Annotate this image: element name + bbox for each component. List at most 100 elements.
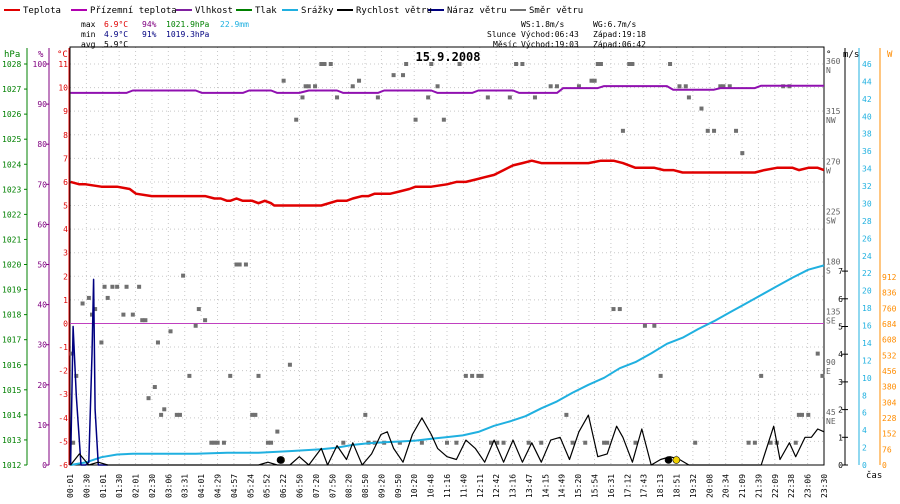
time-tick-label: 11:16: [443, 474, 452, 498]
wind-direction-point: [617, 307, 622, 312]
humidity-unit-label: %: [38, 50, 44, 60]
direction-tick-label: 315: [826, 107, 841, 116]
wind-direction-point: [746, 440, 751, 445]
sun-set: Západ:19:18: [593, 30, 646, 39]
time-tick-label: 13:47: [525, 474, 534, 498]
time-tick-label: 21:09: [738, 474, 747, 498]
wind-direction-point: [174, 412, 179, 417]
w-unit-label: W: [887, 50, 893, 60]
direction-tick-compass: N: [826, 66, 831, 75]
wind-direction-point: [237, 262, 242, 267]
wind-direction-point: [99, 340, 104, 345]
temp-tick-label: -6: [58, 461, 68, 470]
mm-tick-label: 38: [862, 130, 872, 139]
grid: [69, 47, 825, 466]
direction-tick-label: 135: [826, 308, 841, 317]
direction-tick-compass: E: [826, 367, 831, 376]
mm-tick-label: 20: [862, 287, 872, 296]
ms-tick-label: 2: [838, 406, 843, 415]
stats-max-temp: 6.9°C: [104, 20, 128, 29]
wind-direction-point: [375, 95, 380, 100]
time-tick-label: 13:16: [509, 474, 518, 498]
wind-direction-point: [595, 62, 600, 66]
time-tick-label: 04:01: [197, 474, 206, 498]
wind-direction-point: [322, 62, 327, 66]
wind-direction-point: [243, 262, 248, 267]
degree-unit-label: °: [826, 50, 831, 60]
time-tick-label: 10:20: [410, 474, 419, 498]
wind-direction-point: [124, 284, 129, 289]
wind-direction-point: [143, 318, 148, 323]
stats-rain-total: 22.9mm: [220, 20, 249, 29]
wind-direction-point: [303, 84, 308, 89]
stats-max-humidity: 94%: [142, 20, 157, 29]
time-tick-label: 00:01: [66, 474, 75, 498]
wind-direction-point: [718, 84, 723, 89]
sun-rise: Východ:06:43: [521, 30, 579, 39]
w-tick-label: 152: [882, 430, 897, 439]
humidity-tick-label: 80: [37, 140, 47, 149]
time-tick-label: 00:30: [82, 474, 91, 498]
wind-direction-point: [806, 412, 811, 417]
time-tick-label: 16:31: [607, 474, 616, 498]
temp-tick-label: 2: [63, 272, 68, 281]
wind-direction-point: [658, 373, 663, 378]
time-tick-label: 14:49: [558, 474, 567, 498]
time-tick-label: 02:30: [148, 474, 157, 498]
wind-direction-point: [335, 95, 340, 100]
wind-direction-point: [620, 128, 625, 133]
wind-direction-point: [313, 84, 318, 89]
hpa-tick-label: 1014: [2, 411, 21, 420]
mm-tick-label: 14: [862, 339, 872, 348]
direction-tick-label: 45: [826, 408, 836, 417]
hpa-tick-label: 1028: [2, 60, 21, 69]
time-tick-label: 04:29: [214, 474, 223, 498]
wind-direction-point: [454, 440, 459, 445]
temp-tick-label: -1: [58, 343, 68, 352]
time-tick-label: 08:50: [361, 474, 370, 498]
time-tick-label: 10:48: [427, 474, 436, 498]
mm-tick-label: 32: [862, 182, 872, 191]
wind-direction-point: [80, 301, 85, 306]
wind-direction-point: [705, 128, 710, 133]
wind-direction-point: [306, 84, 311, 89]
mm-tick-label: 2: [862, 444, 867, 453]
temp-tick-label: 5: [63, 202, 68, 211]
wind-direction-point: [152, 385, 157, 390]
direction-tick-compass: SW: [826, 216, 836, 225]
wind-direction-point: [74, 373, 79, 378]
wind-direction-point: [102, 284, 107, 289]
direction-tick-compass: S: [826, 267, 831, 276]
stats-max-label: max: [81, 20, 96, 29]
wind-direction-point: [693, 440, 698, 445]
direction-tick-label: 90: [826, 358, 836, 367]
hpa-tick-label: 1015: [2, 386, 21, 395]
hpa-tick-label: 1024: [2, 160, 21, 169]
w-tick-label: 304: [882, 398, 897, 407]
time-tick-label: 17:12: [623, 474, 632, 498]
hpa-tick-label: 1023: [2, 185, 21, 194]
wind-direction-point: [130, 312, 135, 317]
temp-tick-label: 4: [63, 225, 68, 234]
wind-direction-point: [168, 329, 173, 334]
mm-tick-label: 30: [862, 199, 872, 208]
time-tick-label: 18:51: [672, 474, 681, 498]
wind-direction-point: [209, 440, 214, 445]
humidity-tick-label: 60: [37, 220, 47, 229]
w-tick-label: 684: [882, 320, 897, 329]
mm-tick-label: 26: [862, 234, 872, 243]
wind-direction-point: [155, 340, 160, 345]
stats-max-pressure: 1021.9hPa: [166, 20, 210, 29]
wind-direction-point: [193, 323, 198, 328]
hpa-tick-label: 1019: [2, 286, 21, 295]
wind-direction-point: [526, 440, 531, 445]
wind-direction-point: [740, 151, 745, 156]
wind-direction-point: [734, 128, 739, 133]
wind-direction-point: [633, 440, 638, 445]
ms-tick-label: 7: [838, 267, 843, 276]
wind-direction-point: [203, 318, 208, 323]
wind-direction-point: [121, 312, 126, 317]
wind-direction-point: [137, 284, 142, 289]
hpa-tick-label: 1020: [2, 261, 21, 270]
w-tick-label: 836: [882, 289, 897, 298]
